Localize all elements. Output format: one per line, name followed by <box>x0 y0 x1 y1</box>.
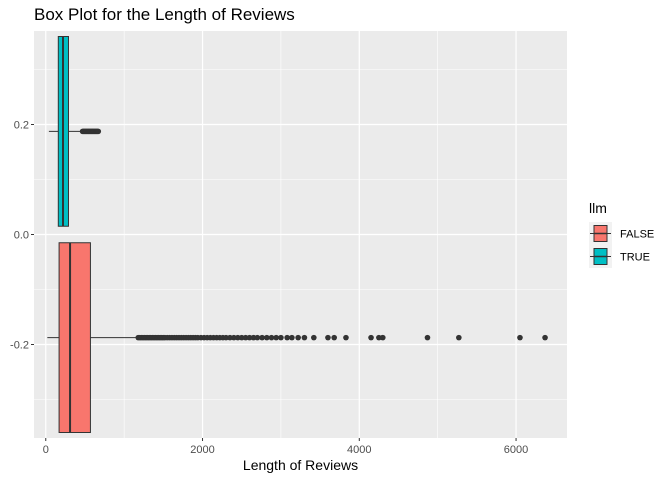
outlier-point-true <box>95 128 102 135</box>
y-tick-label: -0.2 <box>10 340 29 352</box>
outlier-point-false <box>263 334 270 341</box>
outlier-point-false <box>238 334 245 341</box>
x-axis-title: Length of Reviews <box>243 457 358 473</box>
x-tick-label: 0 <box>43 444 49 456</box>
outlier-point-false <box>301 334 308 341</box>
x-axis-ticks: 0 2000 4000 6000 <box>43 438 528 456</box>
box-series <box>47 36 548 433</box>
outlier-point-false <box>284 334 290 341</box>
outlier-point-false <box>517 334 523 341</box>
outlier-point-false <box>343 334 349 341</box>
box-false <box>47 242 548 433</box>
outlier-point-false <box>542 334 548 341</box>
outlier-point-false <box>368 334 374 341</box>
outlier-point-false <box>376 334 382 341</box>
outlier-point-false <box>456 334 462 341</box>
outlier-point-false <box>289 334 295 341</box>
outlier-point-false <box>234 334 241 341</box>
outlier-point-false <box>223 334 229 341</box>
chart-title: Box Plot for the Length of Reviews <box>34 5 295 24</box>
y-axis-ticks: -0.2 0.0 0.2 <box>10 120 34 352</box>
outlier-point-false <box>254 334 261 341</box>
outlier-point-false <box>227 334 233 341</box>
outlier-point-false <box>325 334 331 341</box>
legend-label-false: FALSE <box>620 229 654 241</box>
legend: FALSE TRUE <box>589 222 654 268</box>
outlier-point-false <box>268 334 275 341</box>
outlier-point-false <box>311 334 317 341</box>
x-tick-label: 2000 <box>190 444 214 456</box>
legend-title: llm <box>589 200 607 216</box>
outlier-point-false <box>331 334 338 341</box>
legend-item-true: TRUE <box>589 245 650 268</box>
outlier-point-false <box>231 334 237 341</box>
major-gridlines <box>34 31 567 438</box>
box-body-false <box>58 242 91 433</box>
x-tick-label: 6000 <box>504 444 528 456</box>
legend-item-false: FALSE <box>589 222 654 245</box>
x-tick-label: 4000 <box>347 444 371 456</box>
outlier-point-false <box>273 334 280 341</box>
legend-label-true: TRUE <box>620 252 650 264</box>
outlier-point-false <box>250 334 257 341</box>
outlier-point-false <box>242 334 249 341</box>
y-tick-label: 0.0 <box>14 230 29 242</box>
box-true <box>48 36 102 227</box>
y-tick-label: 0.2 <box>14 120 29 132</box>
outlier-point-false <box>246 334 253 341</box>
outlier-point-false <box>259 334 265 341</box>
outlier-point-false <box>424 334 431 341</box>
outlier-point-false <box>278 334 284 341</box>
outlier-point-false <box>380 334 386 341</box>
outlier-point-false <box>295 334 301 341</box>
